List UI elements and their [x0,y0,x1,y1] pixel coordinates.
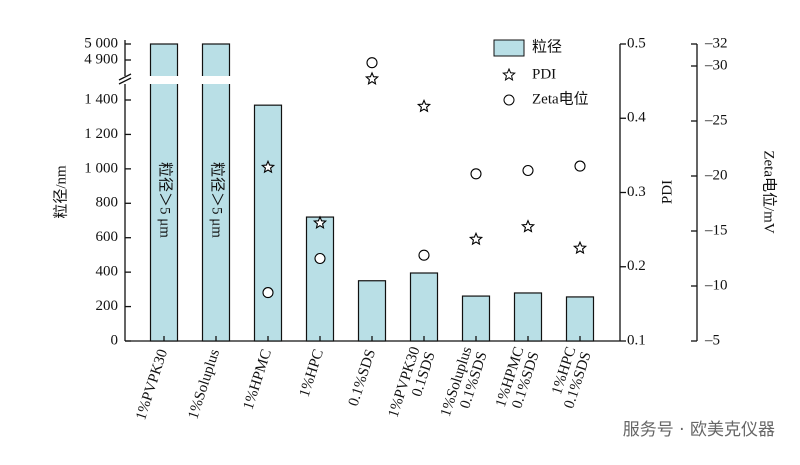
axis-break [118,77,132,85]
y3-axis-title: Zeta电位/mV [761,150,778,233]
watermark: 服务号 · 欧美克仪器 [623,420,775,440]
tick-label: 0.2 [627,258,646,274]
pdi-marker [260,159,276,174]
tick-label: 600 [96,229,119,245]
tick-label: 0.5 [627,35,646,51]
tick-label: –10 [704,277,728,293]
bar [461,295,491,342]
zeta-marker [314,252,326,265]
pdi-marker [520,219,536,233]
zeta-marker [470,168,482,180]
bar [357,280,387,342]
pdi-marker [312,215,328,229]
bar [253,104,283,342]
pdi-marker [468,231,484,246]
bar-break [149,76,179,84]
y2-axis-title: PDI [659,180,675,204]
pdi-marker [416,98,432,113]
y-axis-title: 粒径/nm [52,165,69,219]
tick-label: 1 400 [84,91,118,107]
legend-label: Zeta电位 [532,90,589,107]
zeta-marker [574,160,586,172]
value-label: 粒径＞5 μm [209,162,226,238]
bar-break [201,76,231,84]
tick-label: –30 [704,57,728,73]
pdi-marker [364,71,380,85]
tick-label: –32 [704,35,728,51]
tick-label: 4 900 [84,51,118,67]
tick-label: 800 [96,195,119,211]
tick-label: –5 [704,332,720,348]
bar [149,43,179,342]
legend-swatch [502,67,516,81]
tick-label: 0.1 [627,332,646,348]
tick-label: 0.3 [627,184,646,200]
axis-break [118,73,132,81]
zeta-marker [418,249,430,261]
bar [201,43,231,342]
value-label: 粒径＞5 μm [157,162,174,238]
zeta-marker [522,164,534,177]
bar [409,272,439,342]
tick-label: 0 [111,332,119,348]
bar [565,296,595,342]
legend-label: PDI [532,66,556,82]
tick-label: –25 [704,112,728,128]
tick-label: –20 [704,167,728,183]
legend-swatch [493,39,525,57]
pdi-marker [572,240,588,255]
tick-label: 1 000 [84,160,118,176]
tick-label: 200 [96,298,119,314]
tick-label: –15 [704,222,728,238]
zeta-marker [366,57,378,69]
bar [305,216,335,342]
legend-label: 粒径 [532,38,562,55]
tick-label: 5 000 [84,35,118,51]
tick-label: 400 [96,264,119,280]
zeta-marker [262,287,274,299]
tick-label: 1 200 [84,126,118,142]
legend-swatch [503,94,515,106]
tick-label: 0.4 [627,110,646,126]
bar [513,292,543,342]
